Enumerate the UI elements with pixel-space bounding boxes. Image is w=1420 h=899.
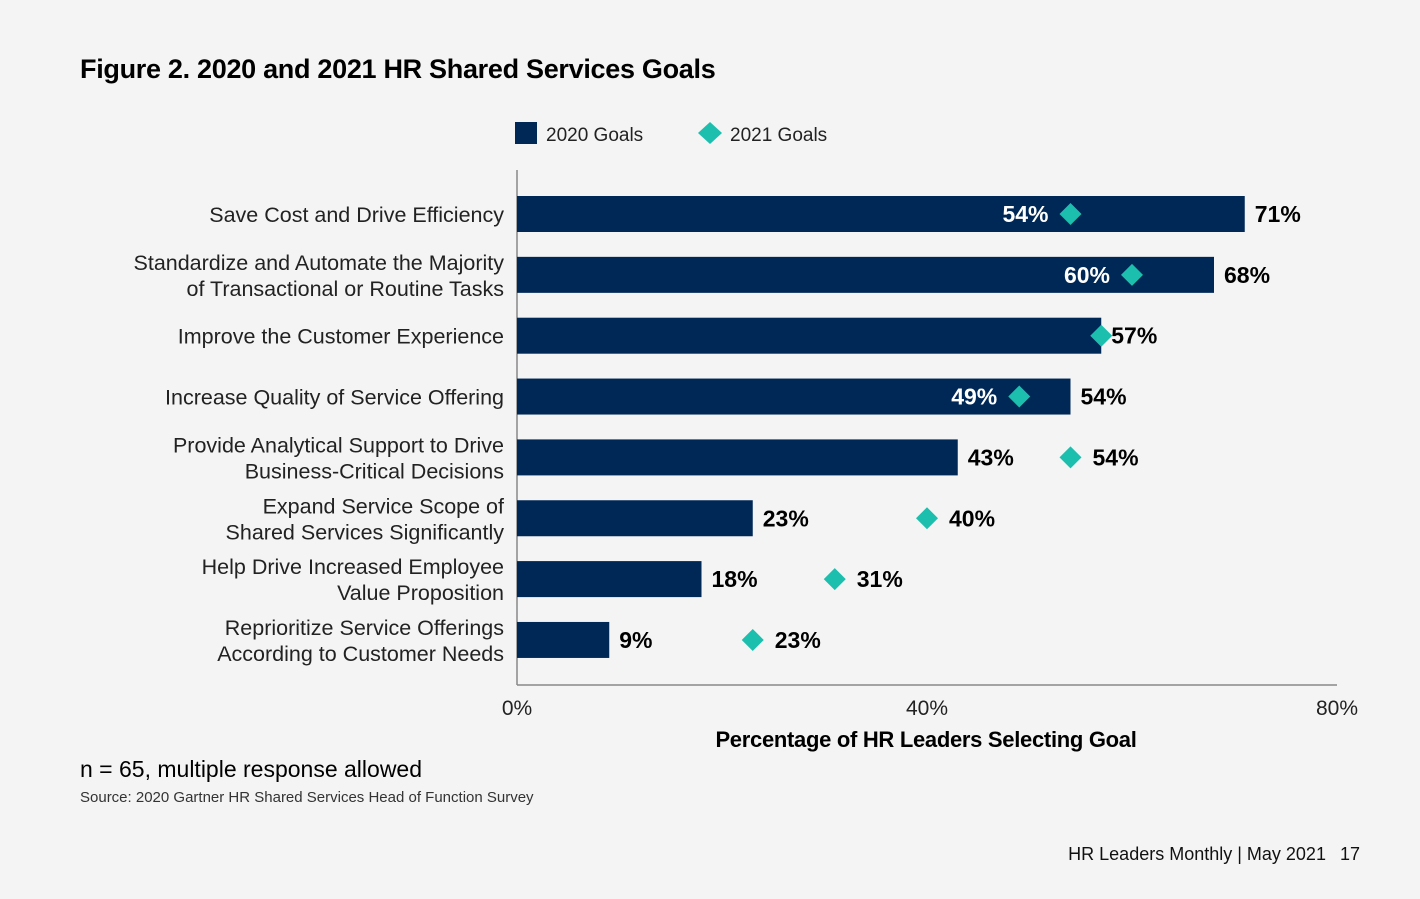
legend-label-2020: 2020 Goals bbox=[546, 125, 643, 146]
bar-2020 bbox=[517, 621, 610, 658]
category-label-line: Standardize and Automate the Majority bbox=[134, 251, 505, 275]
marker-value-label-2021: 54% bbox=[1093, 444, 1139, 470]
category-label-line: Expand Service Scope of bbox=[263, 494, 504, 518]
legend-label-2021: 2021 Goals bbox=[730, 125, 827, 146]
bar-2020 bbox=[517, 378, 1071, 415]
page-number: 17 bbox=[1339, 844, 1360, 864]
x-axis-title: Percentage of HR Leaders Selecting Goal bbox=[715, 727, 1136, 752]
category-label-line: Provide Analytical Support to Drive bbox=[173, 433, 504, 457]
bar-value-label-2020: 57% bbox=[1111, 323, 1157, 349]
marker-value-label-2021: 54% bbox=[1002, 201, 1048, 227]
category-label-line: Shared Services Significantly bbox=[226, 520, 505, 544]
bar-value-label-2020: 54% bbox=[1081, 384, 1127, 410]
marker-2021 bbox=[741, 628, 764, 651]
sample-note: n = 65, multiple response allowed bbox=[80, 756, 423, 782]
x-tick-label: 0% bbox=[502, 697, 532, 720]
bar-2020 bbox=[517, 439, 958, 476]
bar-value-label-2020: 23% bbox=[763, 505, 809, 531]
category-label: Standardize and Automate the Majority of … bbox=[134, 251, 505, 301]
bar-2020 bbox=[517, 500, 753, 537]
category-label: Expand Service Scope of Shared Services S… bbox=[226, 494, 505, 544]
marker-2021 bbox=[1008, 385, 1031, 408]
marker-2021 bbox=[1059, 446, 1082, 469]
bar-value-label-2020: 68% bbox=[1224, 262, 1270, 288]
bar-value-label-2020: 9% bbox=[619, 627, 652, 653]
category-label: Save Cost and Drive Efficiency bbox=[209, 203, 504, 227]
category-label-line: of Transactional or Routine Tasks bbox=[187, 277, 505, 301]
footer-publication: HR Leaders Monthly | May 2021 bbox=[1068, 844, 1326, 864]
bar-2020 bbox=[517, 196, 1245, 232]
legend-swatch-2020 bbox=[515, 122, 537, 144]
category-label: Provide Analytical Support to Drive Busin… bbox=[173, 433, 504, 483]
category-label-line: Business-Critical Decisions bbox=[245, 459, 504, 483]
bar-2020 bbox=[517, 317, 1102, 354]
category-label: Increase Quality of Service Offering bbox=[165, 386, 504, 410]
marker-value-label-2021: 31% bbox=[857, 566, 903, 592]
category-label: Improve the Customer Experience bbox=[178, 325, 504, 349]
page-footer: HR Leaders Monthly | May 2021 17 bbox=[1068, 844, 1360, 865]
bar-2020 bbox=[517, 256, 1214, 293]
category-label-line: According to Customer Needs bbox=[217, 642, 504, 666]
category-label: Reprioritize Service Offerings According … bbox=[217, 616, 504, 666]
marker-value-label-2021: 49% bbox=[951, 384, 997, 410]
marker-2021 bbox=[823, 568, 846, 591]
category-label-line: Help Drive Increased Employee bbox=[202, 555, 504, 579]
x-tick-label: 80% bbox=[1316, 697, 1358, 720]
chart-title: Figure 2. 2020 and 2021 HR Shared Servic… bbox=[80, 54, 716, 84]
marker-2021 bbox=[1090, 324, 1113, 347]
bar-2020 bbox=[517, 561, 702, 598]
category-label-line: Value Proposition bbox=[337, 581, 504, 605]
marker-value-label-2021: 23% bbox=[775, 627, 821, 653]
marker-2021 bbox=[1059, 203, 1082, 225]
marker-value-label-2021: 40% bbox=[949, 505, 995, 531]
bar-value-label-2020: 18% bbox=[712, 566, 758, 592]
x-tick-label: 40% bbox=[906, 697, 948, 720]
source-note: Source: 2020 Gartner HR Shared Services … bbox=[80, 789, 534, 806]
bar-value-label-2020: 71% bbox=[1255, 201, 1301, 227]
marker-2021 bbox=[916, 507, 938, 530]
marker-2021 bbox=[1121, 263, 1143, 286]
bar-value-label-2020: 43% bbox=[968, 444, 1014, 470]
legend-swatch-2021 bbox=[698, 122, 722, 144]
category-label: Help Drive Increased Employee Value Propo… bbox=[202, 555, 504, 605]
category-label-line: Reprioritize Service Offerings bbox=[225, 616, 504, 640]
marker-value-label-2021: 60% bbox=[1064, 262, 1110, 288]
